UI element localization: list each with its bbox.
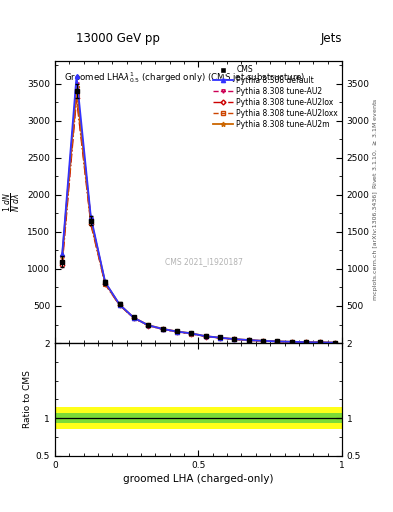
Text: mcplots.cern.ch [arXiv:1306.3436]: mcplots.cern.ch [arXiv:1306.3436] — [373, 191, 378, 300]
Y-axis label: Ratio to CMS: Ratio to CMS — [23, 370, 31, 429]
X-axis label: groomed LHA (charged-only): groomed LHA (charged-only) — [123, 474, 274, 484]
Y-axis label: $\frac{1}{N}\frac{dN}{d\lambda}$: $\frac{1}{N}\frac{dN}{d\lambda}$ — [2, 192, 23, 212]
Legend: CMS, Pythia 8.308 default, Pythia 8.308 tune-AU2, Pythia 8.308 tune-AU2lox, Pyth: CMS, Pythia 8.308 default, Pythia 8.308 … — [211, 63, 340, 131]
Text: Jets: Jets — [320, 32, 342, 45]
Text: CMS 2021_I1920187: CMS 2021_I1920187 — [165, 257, 243, 266]
Text: Rivet 3.1.10, $\geq$ 3.1M events: Rivet 3.1.10, $\geq$ 3.1M events — [371, 98, 379, 189]
Text: Groomed LHA$\lambda^{1}_{0.5}$ (charged only) (CMS jet substructure): Groomed LHA$\lambda^{1}_{0.5}$ (charged … — [64, 70, 305, 85]
Text: 13000 GeV pp: 13000 GeV pp — [76, 32, 160, 45]
